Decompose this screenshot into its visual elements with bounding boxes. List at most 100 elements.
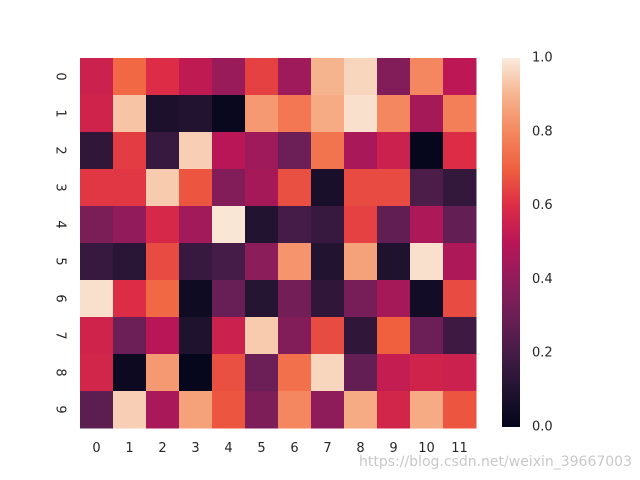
heatmap-cell-r9-c2 (146, 391, 180, 429)
heatmap-cell-r9-c6 (278, 391, 312, 429)
heatmap-cell-r6-c1 (113, 280, 147, 318)
heatmap-cell-r6-c3 (179, 280, 213, 318)
heatmap-cell-r0-c8 (344, 58, 378, 96)
heatmap-cell-r1-c4 (212, 95, 246, 133)
heatmap-cell-r0-c5 (245, 58, 279, 96)
heatmap-cell-r6-c5 (245, 280, 279, 318)
heatmap-cell-r1-c11 (443, 95, 477, 133)
heatmap-cell-r2-c2 (146, 132, 180, 170)
x-tick-label: 5 (257, 441, 265, 456)
heatmap-cell-r0-c10 (410, 58, 444, 96)
heatmap-cell-r8-c4 (212, 354, 246, 392)
heatmap-cell-r2-c4 (212, 132, 246, 170)
heatmap-cell-r8-c5 (245, 354, 279, 392)
heatmap-cell-r9-c10 (410, 391, 444, 429)
heatmap-cell-r2-c10 (410, 132, 444, 170)
y-tick-label: 7 (53, 331, 68, 339)
heatmap-cell-r9-c11 (443, 391, 477, 429)
heatmap-cell-r2-c5 (245, 132, 279, 170)
heatmap-cell-r7-c0 (80, 317, 114, 355)
heatmap-cell-r7-c9 (377, 317, 411, 355)
heatmap-cell-r5-c1 (113, 243, 147, 281)
colorbar-tick-label: 0.0 (532, 420, 553, 435)
heatmap-cell-r3-c10 (410, 169, 444, 207)
heatmap-cell-r5-c8 (344, 243, 378, 281)
colorbar-tick-label: 0.4 (532, 272, 553, 287)
colorbar-tick-label: 1.0 (532, 51, 553, 66)
heatmap-cell-r4-c9 (377, 206, 411, 244)
heatmap-cell-r3-c2 (146, 169, 180, 207)
heatmap-cell-r3-c6 (278, 169, 312, 207)
heatmap-cell-r5-c0 (80, 243, 114, 281)
heatmap-cell-r9-c5 (245, 391, 279, 429)
heatmap-cell-r7-c3 (179, 317, 213, 355)
heatmap-cell-r1-c6 (278, 95, 312, 133)
heatmap-cell-r1-c8 (344, 95, 378, 133)
heatmap-cell-r5-c3 (179, 243, 213, 281)
heatmap-cell-r8-c3 (179, 354, 213, 392)
heatmap-cell-r0-c4 (212, 58, 246, 96)
x-tick-label: 8 (356, 441, 364, 456)
heatmap-cell-r7-c2 (146, 317, 180, 355)
heatmap-cell-r2-c1 (113, 132, 147, 170)
y-tick-label: 9 (53, 405, 68, 413)
heatmap-cell-r4-c6 (278, 206, 312, 244)
colorbar-tick-labels: 0.0 0.2 0.4 0.6 0.8 1.0 (532, 51, 553, 435)
x-tick-label: 6 (290, 441, 298, 456)
heatmap-cell-r5-c2 (146, 243, 180, 281)
heatmap-cell-r1-c0 (80, 95, 114, 133)
heatmap-cell-r0-c11 (443, 58, 477, 96)
x-tick-label: 1 (125, 441, 133, 456)
heatmap-cell-r8-c9 (377, 354, 411, 392)
heatmap-cell-r2-c3 (179, 132, 213, 170)
heatmap-cell-r5-c11 (443, 243, 477, 281)
x-tick-label: 7 (323, 441, 331, 456)
heatmap-cell-r4-c8 (344, 206, 378, 244)
heatmap-cell-r7-c4 (212, 317, 246, 355)
x-tick-label: 2 (158, 441, 166, 456)
heatmap-cell-r8-c2 (146, 354, 180, 392)
heatmap-cell-r3-c5 (245, 169, 279, 207)
heatmap-cell-r4-c0 (80, 206, 114, 244)
heatmap-cell-r0-c6 (278, 58, 312, 96)
heatmap-cell-r6-c6 (278, 280, 312, 318)
y-tick-labels: 0 1 2 3 4 5 6 7 8 9 (53, 72, 68, 413)
heatmap-cell-r3-c8 (344, 169, 378, 207)
heatmap-cell-r3-c11 (443, 169, 477, 207)
x-tick-label: 10 (418, 441, 435, 456)
heatmap-cell-r8-c10 (410, 354, 444, 392)
heatmap-cell-r3-c7 (311, 169, 345, 207)
heatmap-cell-r0-c1 (113, 58, 147, 96)
heatmap-cell-r6-c4 (212, 280, 246, 318)
y-tick-label: 5 (53, 257, 68, 265)
heatmap-cell-r2-c11 (443, 132, 477, 170)
heatmap-cell-r1-c2 (146, 95, 180, 133)
heatmap-cell-r8-c0 (80, 354, 114, 392)
heatmap-cell-r0-c0 (80, 58, 114, 96)
heatmap-cell-r7-c7 (311, 317, 345, 355)
heatmap-cell-r3-c9 (377, 169, 411, 207)
y-tick-label: 4 (53, 220, 68, 228)
heatmap-cell-r0-c9 (377, 58, 411, 96)
y-tick-label: 0 (53, 72, 68, 80)
heatmap-cell-r6-c0 (80, 280, 114, 318)
heatmap-cell-r1-c7 (311, 95, 345, 133)
heatmap-cell-r3-c0 (80, 169, 114, 207)
x-tick-label: 0 (92, 441, 100, 456)
watermark-text: https://blog.csdn.net/weixin_39667003 (358, 454, 632, 470)
heatmap-cell-r9-c4 (212, 391, 246, 429)
heatmap-cell-r6-c9 (377, 280, 411, 318)
heatmap-cell-r6-c11 (443, 280, 477, 318)
heatmap-cell-r8-c6 (278, 354, 312, 392)
x-tick-label: 11 (451, 441, 468, 456)
heatmap-cell-r5-c6 (278, 243, 312, 281)
heatmap-cell-r2-c6 (278, 132, 312, 170)
heatmap-cell-r8-c7 (311, 354, 345, 392)
heatmap-cell-r4-c5 (245, 206, 279, 244)
heatmap-cell-r2-c7 (311, 132, 345, 170)
x-tick-label: 4 (224, 441, 232, 456)
y-tick-label: 6 (53, 294, 68, 302)
heatmap-cell-r1-c1 (113, 95, 147, 133)
x-tick-labels: 0 1 2 3 4 5 6 7 8 9 10 11 (92, 441, 467, 456)
